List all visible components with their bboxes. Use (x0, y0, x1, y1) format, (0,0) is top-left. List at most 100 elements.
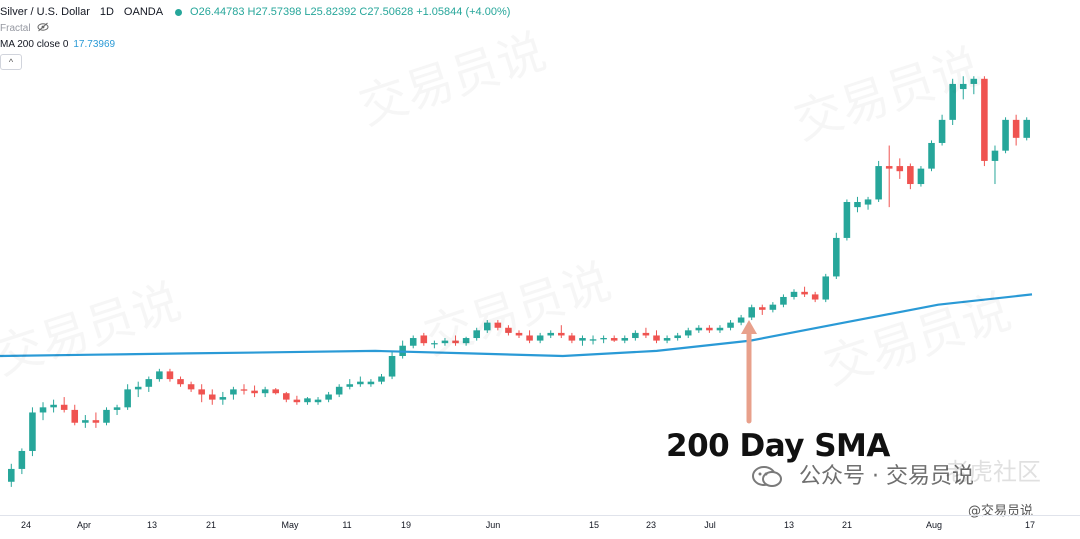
candle-body (39, 407, 47, 413)
candle-body (29, 412, 36, 451)
candle (811, 291, 819, 303)
candle-body (145, 379, 153, 387)
candle-body (811, 294, 819, 300)
candle (198, 384, 205, 403)
candle-body (589, 339, 597, 341)
candle-body (769, 304, 777, 310)
ohlc-open: 26.44783 (198, 6, 245, 18)
candle (29, 407, 36, 457)
interval-label[interactable]: 1D (99, 6, 114, 18)
candle (483, 320, 491, 333)
candle (261, 386, 269, 398)
candle-body (409, 338, 417, 346)
candle (790, 289, 798, 300)
candle-body (272, 389, 280, 394)
eye-hidden-icon[interactable] (37, 22, 49, 35)
candle-body (695, 327, 703, 331)
candle-body (166, 371, 174, 380)
candle-body (177, 379, 184, 385)
candle (346, 379, 354, 390)
candle-body (526, 335, 533, 341)
candle (8, 463, 15, 487)
candle (325, 391, 332, 403)
wechat-watermark: 公众号 · 交易员说 (752, 458, 974, 490)
candle-body (632, 332, 639, 339)
candle-body (71, 409, 79, 423)
candle (801, 286, 808, 297)
candle (684, 327, 692, 339)
candle (388, 350, 396, 380)
candle (357, 376, 364, 387)
candle-body (113, 407, 121, 410)
x-tick-label: 19 (401, 520, 411, 530)
ohlc-high: 27.57398 (255, 6, 302, 18)
candle-body (261, 389, 269, 394)
symbol-name[interactable]: Silver / U.S. Dollar (0, 6, 90, 18)
candle-body (431, 343, 438, 345)
candle-body (156, 371, 163, 380)
candle (833, 232, 840, 279)
candle (959, 76, 967, 100)
candle (1023, 117, 1030, 141)
candle (991, 145, 999, 185)
candle (706, 325, 713, 333)
candle-body (727, 322, 734, 328)
candle (166, 368, 174, 382)
candle (653, 330, 660, 344)
candle-body (1002, 119, 1009, 151)
candle (208, 389, 216, 405)
candle-body (335, 386, 343, 395)
candle (420, 332, 428, 346)
fractal-row: Fractal (0, 20, 513, 36)
candle (536, 332, 544, 344)
candle-body (346, 384, 354, 387)
candle-body (124, 389, 131, 408)
candle (621, 335, 629, 344)
candle (579, 335, 586, 346)
candle (134, 381, 142, 398)
wechat-icon (752, 466, 782, 488)
candle (663, 335, 671, 344)
candle-body (642, 332, 650, 336)
ma-row: MA 200 close 0 17.73969 (0, 36, 513, 52)
annotation-label: 200 Day SMA (666, 428, 890, 464)
candle-body (314, 399, 322, 403)
candle (60, 397, 68, 413)
candle-body (304, 398, 311, 403)
candle (50, 399, 57, 413)
candle-body (822, 276, 830, 300)
candle-body (283, 393, 290, 400)
candle-body (790, 291, 798, 297)
x-tick-label: Aug (926, 520, 942, 530)
candle (124, 384, 131, 410)
candle-body (896, 166, 904, 172)
candle (568, 332, 576, 344)
candle (822, 273, 830, 303)
candle (600, 335, 607, 344)
candle (748, 304, 755, 321)
candle (928, 140, 935, 172)
candle-body (473, 330, 480, 339)
candle (378, 373, 385, 385)
candle (970, 76, 978, 95)
x-tick-label: Jul (704, 520, 716, 530)
candle (251, 385, 258, 398)
candle (272, 388, 280, 395)
indicator-ma-label[interactable]: MA 200 close 0 (0, 38, 69, 50)
candle (283, 391, 290, 403)
candle-body (621, 338, 629, 341)
candle-body (875, 166, 882, 200)
candle (547, 330, 555, 339)
candle-body (103, 409, 110, 423)
candle (843, 199, 851, 241)
legend-collapse-button[interactable]: ^ (0, 54, 22, 70)
candle-body (388, 356, 396, 377)
candle (716, 325, 724, 333)
candle (864, 196, 872, 210)
indicator-fractal-label[interactable]: Fractal (0, 22, 31, 34)
ohlc-change: +1.05844 (+4.00%) (416, 6, 511, 18)
candle (314, 397, 322, 405)
candle-body (748, 307, 755, 318)
